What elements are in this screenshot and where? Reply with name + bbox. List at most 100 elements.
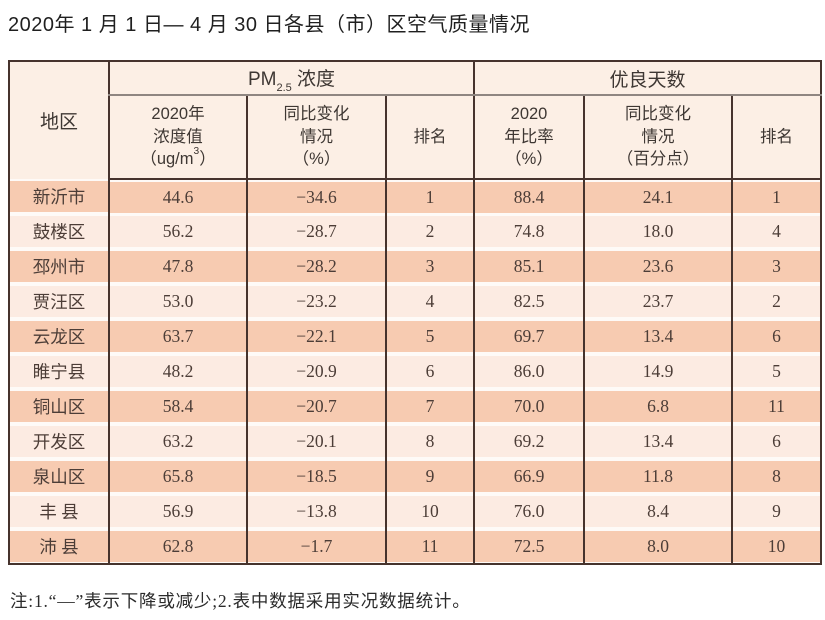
pm-rank-cell: 2	[385, 214, 474, 249]
region-cell: 开发区	[9, 424, 109, 459]
pm-value-cell: 56.2	[108, 214, 247, 249]
pm-value-header-unit: （ug/m3）	[140, 146, 216, 169]
good-rank-cell: 6	[730, 424, 822, 459]
region-cell: 新沂市	[9, 179, 109, 214]
good-change-cell: 13.4	[583, 319, 732, 354]
good-rank-cell: 4	[730, 214, 822, 249]
good-rate-cell: 70.0	[473, 389, 584, 424]
pm-rank-cell: 11	[385, 529, 474, 564]
good-rate-header-line1: 2020	[510, 104, 548, 123]
pm-rank-cell: 4	[385, 284, 474, 319]
good-rank-cell: 3	[730, 249, 822, 284]
group-header-row: 地区 PM2.5 浓度 优良天数	[9, 61, 822, 133]
pm-value-cell: 58.4	[108, 389, 247, 424]
pm-value-cell: 56.9	[108, 494, 247, 529]
table-row: 铜山区 58.4 −20.7 7 70.0 6.8 11	[9, 389, 822, 424]
pm-value-cell: 63.2	[108, 424, 247, 459]
pm-change-cell: −34.6	[246, 179, 386, 214]
table-header: 地区 PM2.5 浓度 优良天数 2020年 浓度值 （ug/m3） 同比变化 …	[9, 61, 822, 180]
good-rank-cell: 2	[730, 284, 822, 319]
pm-rank-cell: 6	[385, 354, 474, 389]
good-change-cell: 8.0	[583, 529, 732, 564]
pm-rank-cell: 9	[385, 459, 474, 494]
table-row: 丰 县 56.9 −13.8 10 76.0 8.4 9	[9, 494, 822, 529]
good-change-cell: 11.8	[583, 459, 732, 494]
pm-value-cell: 48.2	[108, 354, 247, 389]
good-rank-cell: 11	[730, 389, 822, 424]
pm-change-cell: −13.8	[246, 494, 386, 529]
table-row: 鼓楼区 56.2 −28.7 2 74.8 18.0 4	[9, 214, 822, 249]
pm-rank-cell: 7	[385, 389, 474, 424]
good-change-cell: 14.9	[583, 354, 732, 389]
column-header-good-rank: 排名	[730, 95, 822, 180]
pm25-label-prefix: PM	[247, 68, 277, 90]
region-cell: 云龙区	[9, 319, 109, 354]
column-header-pm-change: 同比变化 情况 （%）	[246, 95, 386, 180]
pm-rank-cell: 10	[385, 494, 474, 529]
good-change-header-line3: （百分点）	[616, 150, 700, 169]
pm-rank-cell: 5	[385, 319, 474, 354]
pm-change-header-line2: 情况	[300, 127, 333, 146]
good-rate-cell: 82.5	[473, 284, 584, 319]
pm-change-cell: −18.5	[246, 459, 386, 494]
good-rate-cell: 88.4	[473, 179, 584, 214]
table-row: 睢宁县 48.2 −20.9 6 86.0 14.9 5	[9, 354, 822, 389]
table-row: 云龙区 63.7 −22.1 5 69.7 13.4 6	[9, 319, 822, 354]
pm25-label-subscript: 2.5	[276, 82, 292, 95]
good-rank-cell: 10	[730, 529, 822, 564]
pm-value-cell: 65.8	[108, 459, 247, 494]
good-change-cell: 23.6	[583, 249, 732, 284]
pm-change-cell: −1.7	[246, 529, 386, 564]
pm-value-cell: 44.6	[108, 179, 247, 214]
region-cell: 铜山区	[9, 389, 109, 424]
pm-rank-cell: 3	[385, 249, 474, 284]
region-cell: 沛 县	[9, 529, 109, 564]
good-change-cell: 8.4	[583, 494, 732, 529]
table-row: 沛 县 62.8 −1.7 11 72.5 8.0 10	[9, 529, 822, 564]
good-rate-header-line3: （%）	[505, 150, 553, 169]
good-change-cell: 18.0	[583, 214, 732, 249]
region-cell: 鼓楼区	[9, 214, 109, 249]
good-change-cell: 13.4	[583, 424, 732, 459]
good-change-cell: 24.1	[583, 179, 732, 214]
table-row: 新沂市 44.6 −34.6 1 88.4 24.1 1	[9, 179, 822, 214]
good-change-header-line2: 情况	[641, 127, 675, 146]
column-header-good-change: 同比变化 情况 （百分点）	[583, 95, 732, 180]
column-header-good-rate: 2020 年比率 （%）	[473, 95, 584, 180]
sub-header-row: 2020年 浓度值 （ug/m3） 同比变化 情况 （%） 排名 2020 年比…	[9, 95, 822, 180]
good-change-cell: 6.8	[583, 389, 732, 424]
pm-change-cell: −20.1	[246, 424, 386, 459]
pm25-label-suffix: 浓度	[291, 68, 336, 90]
column-group-good-days: 优良天数	[472, 61, 822, 96]
table-row: 邳州市 47.8 −28.2 3 85.1 23.6 3	[9, 249, 822, 284]
page-title: 2020年 1 月 1 日— 4 月 30 日各县（市）区空气质量情况	[8, 14, 531, 36]
good-rank-cell: 8	[730, 459, 822, 494]
region-cell: 睢宁县	[9, 354, 109, 389]
pm-change-cell: −28.2	[246, 249, 386, 284]
column-group-pm25: PM2.5 浓度	[108, 61, 474, 96]
good-rate-cell: 76.0	[473, 494, 584, 529]
good-rate-cell: 74.8	[473, 214, 584, 249]
column-header-pm-rank: 排名	[385, 95, 474, 180]
pm-value-cell: 63.7	[108, 319, 247, 354]
good-rank-cell: 1	[730, 179, 822, 214]
pm-change-header-line1: 同比变化	[283, 104, 350, 123]
good-rate-cell: 72.5	[473, 529, 584, 564]
good-rate-cell: 66.9	[473, 459, 584, 494]
table-row: 开发区 63.2 −20.1 8 69.2 13.4 6	[9, 424, 822, 459]
pm-value-cell: 53.0	[108, 284, 247, 319]
table-row: 泉山区 65.8 −18.5 9 66.9 11.8 8	[9, 459, 822, 494]
pm-value-cell: 47.8	[108, 249, 247, 284]
pm-change-cell: −28.7	[246, 214, 386, 249]
pm-change-cell: −20.9	[246, 354, 386, 389]
good-rate-cell: 85.1	[473, 249, 584, 284]
air-quality-table: 地区 PM2.5 浓度 优良天数 2020年 浓度值 （ug/m3） 同比变化 …	[8, 60, 823, 565]
pm-change-cell: −20.7	[246, 389, 386, 424]
good-rate-header-line2: 年比率	[504, 127, 554, 146]
pm-change-header-line3: （%）	[292, 150, 341, 169]
pm-value-header-line2: 浓度值	[153, 127, 203, 146]
pm-rank-cell: 8	[385, 424, 474, 459]
pm-value-cell: 62.8	[108, 529, 247, 564]
good-rank-cell: 6	[730, 319, 822, 354]
